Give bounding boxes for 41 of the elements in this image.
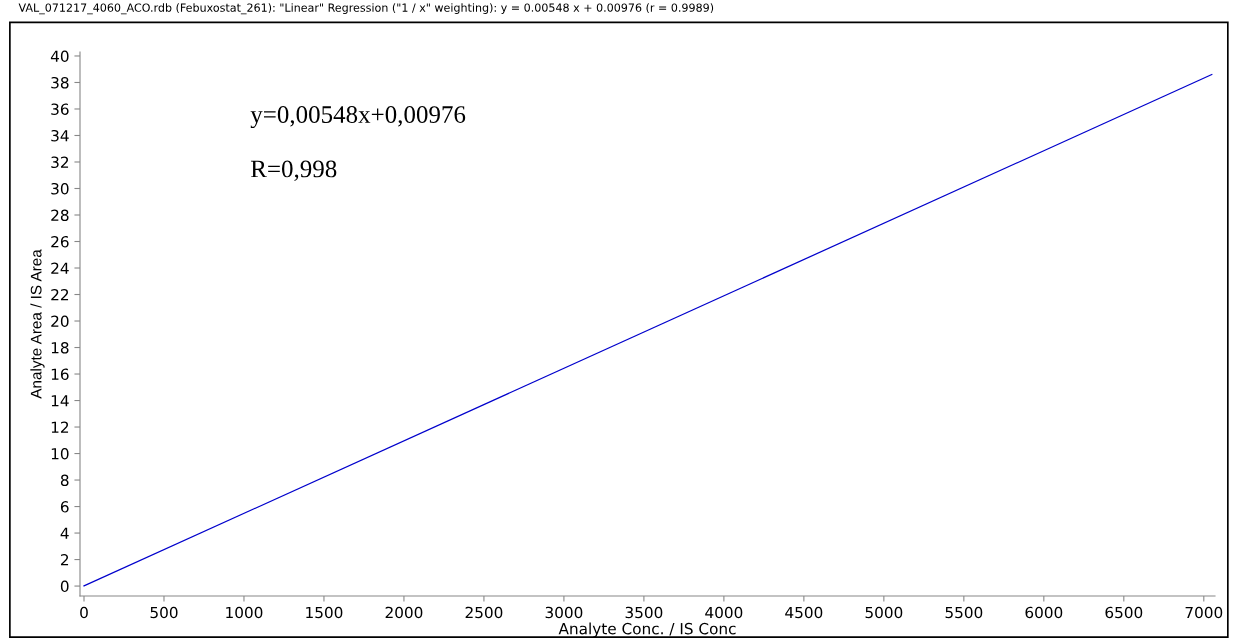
y-tick-label: 34 [51, 129, 69, 142]
x-tick-label: 4000 [705, 606, 743, 619]
y-tick-label: 32 [51, 156, 69, 169]
x-tick-label: 6500 [1105, 606, 1143, 619]
x-tick-label: 500 [150, 606, 178, 619]
x-tick-label: 0 [80, 606, 88, 619]
x-tick-label: 4500 [785, 606, 823, 619]
x-tick-label: 6000 [1025, 606, 1063, 619]
y-tick-label: 10 [51, 448, 69, 460]
y-tick-label: 40 [50, 50, 69, 62]
x-tick-label: 7000 [1185, 606, 1223, 619]
x-tick-label: 2500 [465, 606, 503, 619]
y-tick-label: 4 [60, 527, 69, 539]
y-axis-title: Analyte Area / IS Area [30, 249, 45, 399]
x-tick-label: 1500 [306, 606, 343, 619]
y-tick-label: 38 [51, 76, 69, 89]
y-tick-label: 14 [51, 395, 69, 407]
x-tick-label: 3000 [545, 606, 583, 619]
y-tick-label: 28 [51, 209, 69, 222]
x-tick-label: 5000 [865, 606, 903, 619]
y-tick-label: 18 [51, 341, 69, 354]
y-tick-label: 2 [60, 554, 69, 566]
y-tick-label: 24 [51, 262, 69, 274]
y-tick-label: 16 [51, 368, 69, 381]
y-tick-label: 20 [51, 315, 69, 328]
annotation: y=0,00548x+0,00976 [250, 106, 466, 129]
y-tick-label: 22 [51, 288, 69, 301]
y-tick-label: 12 [51, 421, 69, 433]
x-axis-title: Analyte Conc. / IS Conc [558, 622, 736, 638]
y-tick-label: 6 [60, 501, 69, 513]
chart-title: VAL_071217_4060_ACO.rdb (Febuxostat_261): "Linear" Regression ("1 / x" weighting): y = 0.00548 x + 0.00976 (r = 0.9989) [18, 3, 714, 15]
y-tick-label: 36 [51, 103, 69, 116]
annotation: R=0,998 [250, 160, 337, 181]
x-tick-label: 2000 [385, 606, 423, 619]
y-tick-label: 0 [60, 580, 69, 593]
x-tick-label: 5500 [945, 606, 983, 619]
x-tick-label: 1000 [226, 606, 263, 619]
y-tick-label: 8 [60, 474, 69, 487]
y-tick-label: 30 [51, 182, 69, 195]
x-tick-label: 3500 [625, 606, 663, 619]
y-tick-label: 26 [51, 235, 69, 248]
